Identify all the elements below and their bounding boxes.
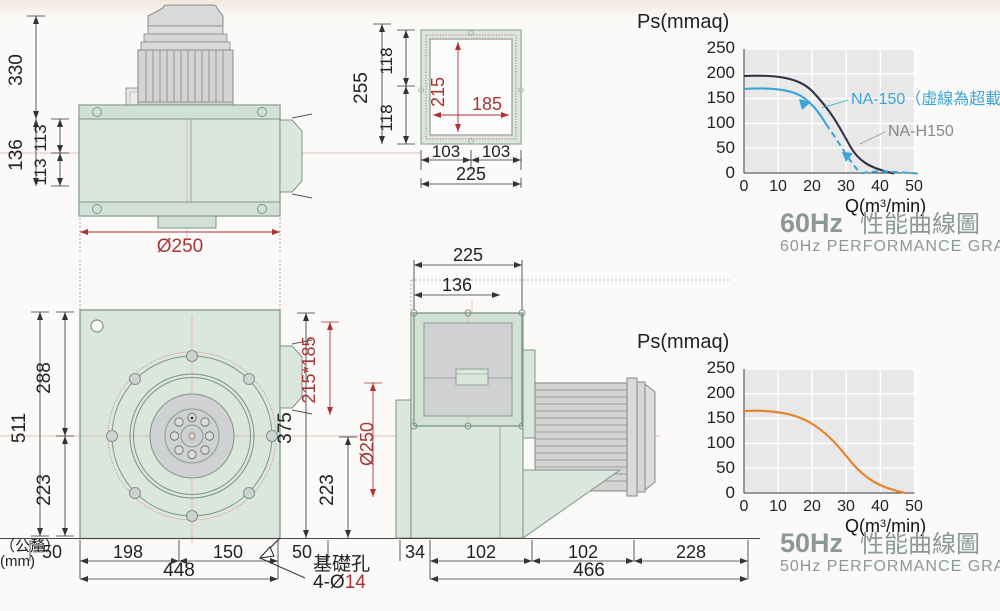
svg-text:511: 511 (9, 413, 30, 443)
svg-text:100: 100 (707, 433, 735, 452)
svg-text:102: 102 (568, 542, 598, 562)
svg-text:100: 100 (707, 113, 735, 132)
svg-text:30: 30 (837, 178, 855, 195)
svg-text:102: 102 (466, 542, 496, 562)
svg-text:(mm): (mm) (0, 553, 35, 570)
svg-text:10: 10 (769, 178, 787, 195)
svg-text:448: 448 (163, 560, 195, 581)
svg-text:225: 225 (456, 164, 486, 184)
svg-text:228: 228 (676, 542, 706, 562)
svg-text:0: 0 (726, 483, 735, 502)
svg-text:40: 40 (871, 498, 889, 515)
svg-text:50: 50 (292, 542, 312, 562)
svg-text:250: 250 (707, 358, 735, 377)
svg-text:Ø250: Ø250 (157, 236, 203, 257)
svg-text:60Hz PERFORMANCE GRAPHS: 60Hz PERFORMANCE GRAPHS (780, 238, 1000, 255)
svg-text:223: 223 (34, 474, 55, 506)
svg-text:103: 103 (432, 142, 460, 161)
svg-text:288: 288 (34, 362, 55, 394)
svg-text:50: 50 (905, 498, 923, 515)
svg-text:150: 150 (213, 542, 243, 562)
svg-text:136: 136 (442, 275, 472, 295)
svg-text:255: 255 (351, 72, 372, 104)
svg-text:50: 50 (716, 138, 735, 157)
svg-text:Ps(mmaq): Ps(mmaq) (637, 331, 729, 353)
svg-text:0: 0 (740, 498, 749, 515)
svg-text:34: 34 (405, 542, 425, 562)
svg-text:50: 50 (905, 178, 923, 195)
svg-text:118: 118 (377, 104, 396, 131)
svg-text:NA-H150: NA-H150 (888, 123, 954, 140)
svg-text:113: 113 (31, 124, 50, 151)
svg-text:103: 103 (482, 142, 510, 161)
svg-text:198: 198 (113, 542, 143, 562)
svg-text:250: 250 (707, 38, 735, 57)
svg-text:150: 150 (707, 408, 735, 427)
svg-text:215: 215 (428, 77, 448, 107)
svg-text:200: 200 (707, 63, 735, 82)
svg-text:0: 0 (740, 178, 749, 195)
svg-text:185: 185 (472, 94, 502, 114)
svg-text:50: 50 (716, 458, 735, 477)
svg-text:60Hz: 60Hz (780, 208, 843, 238)
svg-text:150: 150 (707, 88, 735, 107)
svg-text:性能曲線圖: 性能曲線圖 (860, 531, 980, 558)
svg-text:215*185: 215*185 (299, 336, 319, 403)
svg-text:40: 40 (871, 178, 889, 195)
svg-text:Ø250: Ø250 (357, 422, 377, 466)
svg-text:225: 225 (453, 245, 483, 265)
svg-text:113: 113 (31, 158, 50, 185)
svg-text:330: 330 (6, 54, 27, 86)
svg-text:Ps(mmaq): Ps(mmaq) (637, 11, 729, 33)
svg-text:466: 466 (573, 560, 605, 581)
svg-text:50Hz PERFORMANCE GRAPHS: 50Hz PERFORMANCE GRAPHS (780, 558, 1000, 575)
svg-text:20: 20 (803, 498, 821, 515)
svg-text:118: 118 (377, 47, 396, 74)
svg-text:0: 0 (726, 163, 735, 182)
svg-text:NA-150（虛線為超載區）: NA-150（虛線為超載區） (851, 90, 1000, 108)
svg-text:30: 30 (837, 498, 855, 515)
svg-text:4-Ø14: 4-Ø14 (313, 572, 366, 593)
svg-text:20: 20 (803, 178, 821, 195)
svg-text:223: 223 (317, 474, 338, 506)
svg-text:200: 200 (707, 383, 735, 402)
svg-text:50Hz: 50Hz (780, 528, 843, 558)
svg-text:136: 136 (6, 139, 27, 171)
svg-text:性能曲線圖: 性能曲線圖 (860, 211, 980, 238)
svg-text:375: 375 (275, 412, 296, 444)
svg-text:10: 10 (769, 498, 787, 515)
